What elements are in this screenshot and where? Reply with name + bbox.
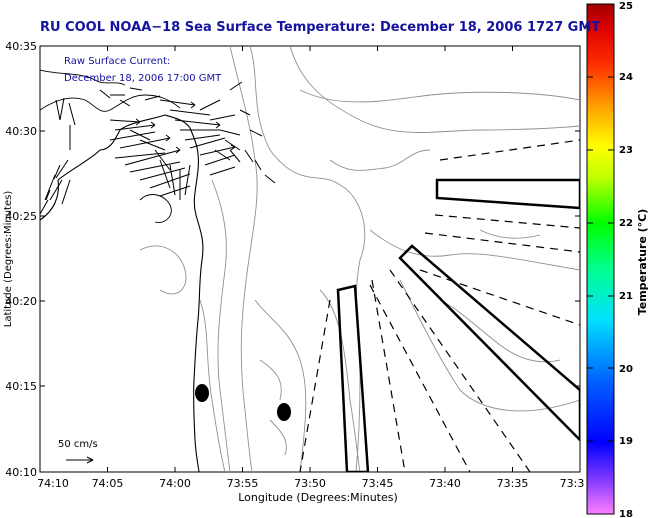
colorbar-tick: 24 [619, 72, 633, 83]
colorbar-label: Temperature (°C) [636, 209, 649, 316]
y-tick-label: 40:15 [5, 380, 37, 393]
colorbar-tick: 20 [619, 364, 633, 375]
y-tick-label: 40:20 [5, 295, 37, 308]
y-tick-label: 40:25 [5, 210, 37, 223]
colorbar [586, 3, 615, 515]
y-tick-label: 40:30 [5, 125, 37, 138]
current-vectors [40, 81, 276, 215]
scale-arrow [66, 456, 94, 464]
bathymetry-contours [139, 46, 580, 472]
map-title: RU COOL NOAA−18 Sea Surface Temperature:… [40, 20, 601, 35]
x-tick-label: 73:40 [429, 477, 461, 490]
survey-tracks [299, 139, 580, 472]
colorbar-tick: 25 [619, 1, 633, 12]
x-tick-label: 74:05 [92, 477, 124, 490]
colorbar-tick: 22 [619, 218, 633, 229]
colorbar-tick: 18 [619, 509, 633, 518]
colorbar-tick: 19 [619, 436, 633, 447]
x-tick-label: 73:50 [294, 477, 326, 490]
station-marker [195, 384, 209, 402]
station-marker [277, 403, 291, 421]
coastline [40, 114, 204, 472]
current-annotation-line2: December 18, 2006 17:00 GMT [64, 73, 222, 84]
x-tick-label: 74:10 [37, 477, 69, 490]
scale-label: 50 cm/s [58, 439, 98, 450]
x-axis-label: Longitude (Degrees:Minutes) [238, 491, 398, 504]
x-tick-label: 73:45 [362, 477, 394, 490]
y-tick-label: 40:10 [5, 466, 37, 479]
plot-frame [39, 45, 581, 473]
y-axis-label: Latitude (Degrees:Minutes) [3, 191, 14, 328]
tick-marks [39, 45, 581, 473]
x-tick-label: 73:55 [227, 477, 259, 490]
colorbar-tick: 23 [619, 145, 633, 156]
x-tick-label: 73:35 [497, 477, 529, 490]
y-tick-label: 40:35 [5, 40, 37, 53]
colorbar-tick: 21 [619, 291, 633, 302]
x-tick-label: 74:00 [159, 477, 191, 490]
x-tick-label: 73:3 [560, 477, 585, 490]
current-annotation-line1: Raw Surface Current: [64, 56, 170, 67]
